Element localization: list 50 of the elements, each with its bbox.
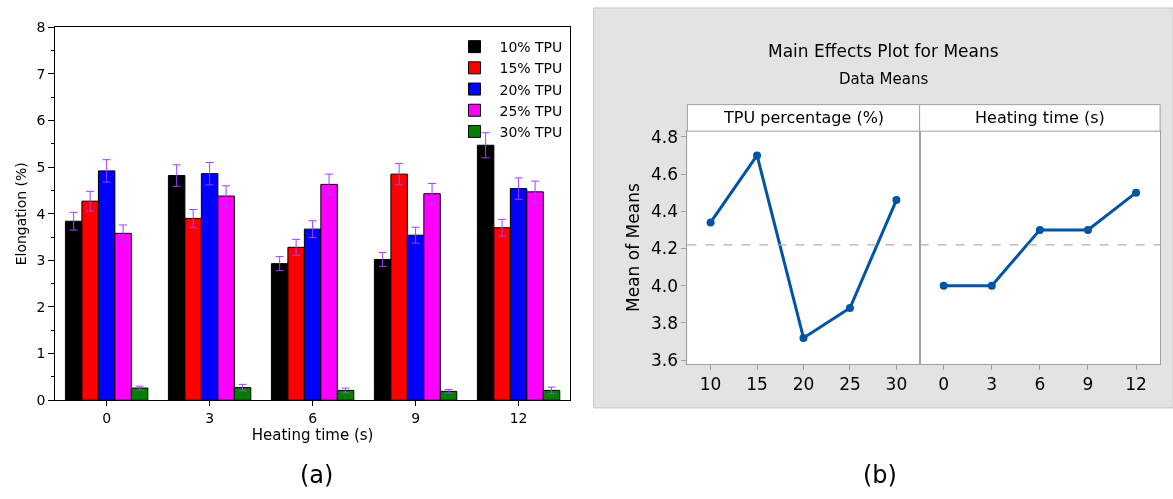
x-tick-label: 6 bbox=[1034, 374, 1046, 395]
x-tick-label: 3 bbox=[205, 410, 215, 426]
text: (a) bbox=[300, 461, 334, 489]
x-tick-label: 0 bbox=[102, 410, 112, 426]
y-tick-label: 3.6 bbox=[650, 350, 678, 371]
y-tick-label: 4 bbox=[36, 205, 46, 222]
x-tick-label: 9 bbox=[1082, 374, 1094, 395]
y-tick-label: 4.0 bbox=[650, 275, 678, 296]
y-tick-label: 1 bbox=[36, 345, 46, 362]
y-axis-title: Elongation (%) bbox=[13, 162, 30, 266]
point bbox=[706, 218, 715, 227]
x-tick-label: 25 bbox=[839, 374, 861, 395]
x-axis-title: Heating time (s) bbox=[251, 426, 374, 444]
x-axis-title: Heating time (s) bbox=[975, 108, 1105, 127]
point bbox=[799, 333, 808, 342]
chart-title: Main Effects Plot for Means bbox=[768, 41, 999, 61]
y-tick-label: 3 bbox=[36, 252, 46, 269]
y-tick-label: 4.4 bbox=[650, 201, 678, 222]
x-tick-label: 30 bbox=[885, 374, 908, 395]
x-tick-label: 0 bbox=[938, 374, 950, 395]
y-tick-label: 8 bbox=[36, 19, 46, 36]
x-tick-label: 12 bbox=[1125, 374, 1147, 395]
y-tick-label: 2 bbox=[36, 298, 46, 315]
y-tick-label: 6 bbox=[36, 112, 46, 129]
x-tick-label: 15 bbox=[746, 374, 768, 395]
point bbox=[892, 196, 901, 205]
legend-label: 25% TPU bbox=[499, 102, 563, 119]
y-tick-label: 0 bbox=[36, 392, 46, 409]
x-tick-label: 9 bbox=[411, 410, 421, 426]
chart-subtitle: Data Means bbox=[839, 70, 929, 88]
legend-label: 30% TPU bbox=[499, 123, 563, 140]
legend-label: 10% TPU bbox=[499, 39, 563, 56]
x-tick-label: 3 bbox=[986, 374, 998, 395]
y-tick-label: 3.8 bbox=[650, 312, 678, 333]
y-tick-label: 4.6 bbox=[650, 163, 678, 184]
text: (b) bbox=[863, 461, 897, 489]
x-axis-title: TPU percentage (%) bbox=[723, 108, 885, 127]
x-tick-label: 6 bbox=[308, 410, 318, 426]
point bbox=[753, 151, 762, 160]
y-tick-label: 4.8 bbox=[650, 126, 678, 147]
legend-label: 15% TPU bbox=[499, 60, 563, 77]
y-axis-title: Mean of Means bbox=[623, 183, 644, 312]
point bbox=[845, 304, 854, 313]
x-tick-label: 12 bbox=[509, 410, 528, 426]
y-tick-label: 7 bbox=[36, 65, 46, 82]
x-tick-label: 10 bbox=[699, 374, 722, 395]
y-tick-label: 4.2 bbox=[650, 238, 678, 259]
x-tick-label: 20 bbox=[792, 374, 815, 395]
legend-label: 20% TPU bbox=[499, 81, 563, 98]
y-tick-label: 5 bbox=[36, 159, 46, 176]
